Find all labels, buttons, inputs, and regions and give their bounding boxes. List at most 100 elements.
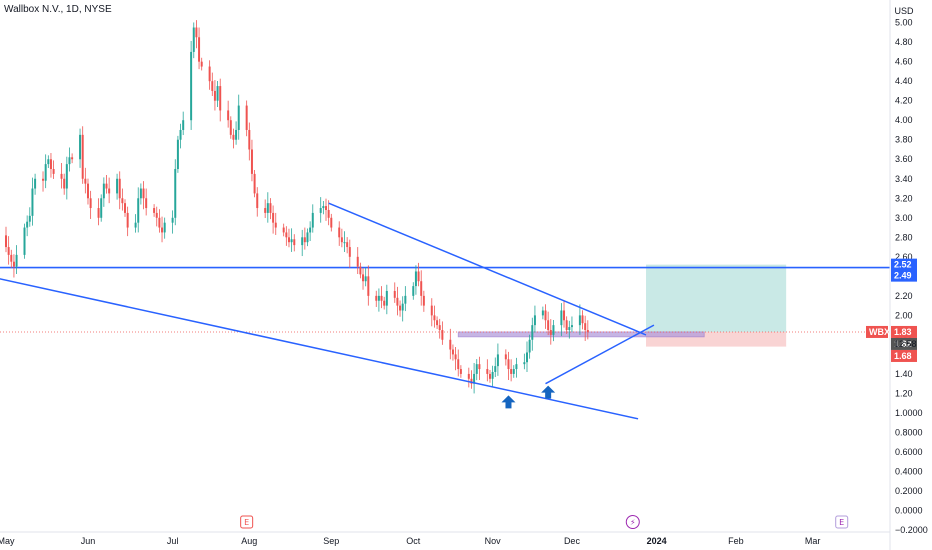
dividend-icon[interactable] [625,515,640,529]
candle-body[interactable] [216,86,219,101]
candle-body[interactable] [97,208,100,218]
earnings-icon[interactable] [240,515,254,529]
candle-body[interactable] [525,352,528,363]
candle-body[interactable] [179,129,182,140]
candle-body[interactable] [10,254,13,262]
candle-body[interactable] [451,349,454,355]
candle-body[interactable] [541,310,544,316]
candle-body[interactable] [309,227,312,233]
candle-body[interactable] [475,364,478,374]
candle-body[interactable] [552,325,555,335]
candle-body[interactable] [49,159,52,170]
candle-body[interactable] [248,129,251,150]
candle-body[interactable] [364,276,367,282]
candle-body[interactable] [319,208,322,213]
candle-body[interactable] [274,222,277,228]
candle-body[interactable] [531,325,534,340]
candle-body[interactable] [515,364,518,370]
candle-body[interactable] [380,295,383,301]
trendline[interactable] [545,324,655,385]
candle-body[interactable] [343,242,346,244]
candle-body[interactable] [163,222,166,233]
candle-body[interactable] [108,188,111,194]
candle-body[interactable] [346,242,349,248]
candle-body[interactable] [42,178,45,181]
candle-body[interactable] [28,215,31,222]
candle-body[interactable] [399,305,402,311]
candle-body[interactable] [285,232,288,238]
candle-body[interactable] [52,169,55,174]
candle-body[interactable] [171,217,174,223]
candle-body[interactable] [393,290,396,298]
candle-body[interactable] [473,373,476,384]
candle-body[interactable] [496,354,499,367]
candle-body[interactable] [153,208,156,213]
support-zone[interactable] [457,331,705,338]
candle-body[interactable] [412,286,415,296]
candle-body[interactable] [65,164,68,189]
candle-body[interactable] [470,378,473,384]
candle-body[interactable] [396,297,399,306]
candle-body[interactable] [340,237,343,243]
candle-body[interactable] [142,188,145,199]
candle-body[interactable] [327,209,330,218]
candle-body[interactable] [12,261,15,267]
candle-body[interactable] [401,303,404,311]
candle-body[interactable] [417,271,420,282]
candle-body[interactable] [385,290,388,306]
candle-body[interactable] [34,178,37,189]
candle-body[interactable] [31,188,34,216]
candle-body[interactable] [404,295,407,304]
candle-body[interactable] [422,295,425,306]
candle-body[interactable] [269,203,272,213]
candle-body[interactable] [510,369,513,374]
candle-body[interactable] [512,369,515,374]
candle-body[interactable] [565,320,568,331]
candle-body[interactable] [227,110,230,121]
target-zone[interactable] [646,264,787,332]
candle-body[interactable] [68,157,71,165]
candle-body[interactable] [287,237,290,243]
candle-body[interactable] [306,232,309,243]
candle-body[interactable] [235,129,238,140]
candle-body[interactable] [584,323,587,331]
candle-body[interactable] [118,178,121,199]
candle-body[interactable] [362,274,365,282]
candle-body[interactable] [137,198,140,223]
candle-body[interactable] [356,256,359,267]
candle-body[interactable] [272,212,275,223]
candle-body[interactable] [145,198,148,209]
candle-body[interactable] [467,373,470,379]
candle-body[interactable] [47,159,50,165]
candle-body[interactable] [290,239,293,243]
candle-body[interactable] [198,37,201,62]
candle-body[interactable] [586,330,589,332]
candle-body[interactable] [338,227,341,238]
candle-body[interactable] [139,188,142,199]
candle-body[interactable] [44,164,47,181]
candle-body[interactable] [100,198,103,218]
candle-body[interactable] [486,369,489,374]
candle-body[interactable] [581,315,584,324]
candle-body[interactable] [330,217,333,228]
earnings-icon[interactable] [835,515,849,529]
candle-body[interactable] [190,51,193,121]
candle-body[interactable] [105,183,108,189]
candle-body[interactable] [301,237,304,246]
candle-body[interactable] [232,134,235,140]
trendline[interactable] [0,274,639,420]
candle-body[interactable] [560,310,563,326]
candle-body[interactable] [200,61,203,67]
candle-body[interactable] [322,206,325,209]
candle-body[interactable] [457,359,460,370]
candle-body[interactable] [229,120,232,135]
candle-body[interactable] [433,315,436,321]
candle-body[interactable] [208,66,211,82]
candle-body[interactable] [84,178,87,184]
candle-body[interactable] [578,315,581,326]
candle-body[interactable] [124,203,127,213]
candle-body[interactable] [359,266,362,275]
candle-body[interactable] [15,254,18,267]
candle-body[interactable] [383,300,386,306]
candle-body[interactable] [211,81,214,91]
